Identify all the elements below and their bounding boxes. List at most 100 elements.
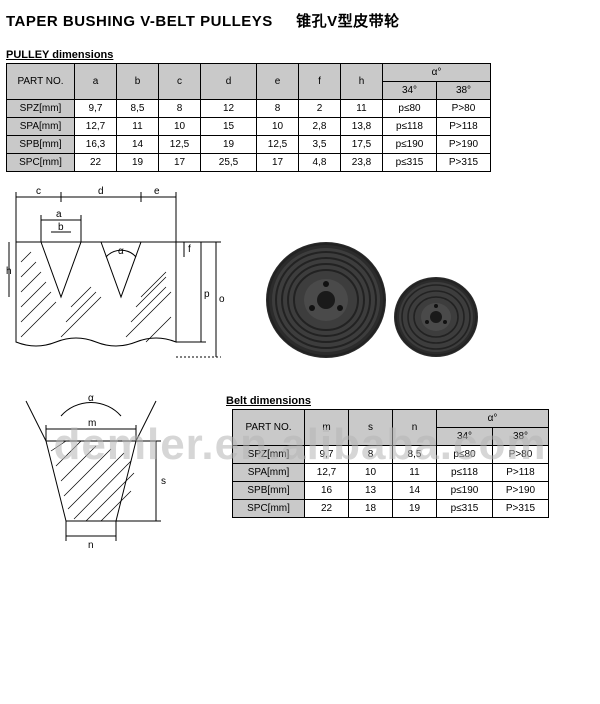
cell: 14 bbox=[393, 482, 437, 500]
table-row: SPC[mm]221819p≤315P>315 bbox=[233, 500, 549, 518]
col-header: d bbox=[201, 64, 257, 100]
col-header: PART NO. bbox=[233, 410, 305, 446]
cell: 2 bbox=[299, 100, 341, 118]
svg-text:s: s bbox=[161, 476, 166, 487]
belt-cross-section-diagram: α m n s bbox=[6, 381, 206, 554]
cell: SPA[mm] bbox=[7, 118, 75, 136]
svg-text:f: f bbox=[188, 244, 191, 255]
alpha-sub: 34° bbox=[437, 428, 493, 446]
title-en: TAPER BUSHING V-BELT PULLEYS bbox=[6, 13, 273, 30]
page-title: TAPER BUSHING V-BELT PULLEYS 锥孔V型皮带轮 bbox=[0, 0, 600, 35]
svg-text:e: e bbox=[154, 186, 160, 197]
cell: 11 bbox=[117, 118, 159, 136]
table-row: SPZ[mm]9,788,5p≤80P>80 bbox=[233, 446, 549, 464]
col-header: e bbox=[257, 64, 299, 100]
cell: p≤80 bbox=[383, 100, 437, 118]
cell: 3,5 bbox=[299, 136, 341, 154]
svg-text:p: p bbox=[204, 289, 210, 300]
cell: SPZ[mm] bbox=[233, 446, 305, 464]
cell: SPB[mm] bbox=[7, 136, 75, 154]
cell: 11 bbox=[341, 100, 383, 118]
cell: 12,7 bbox=[305, 464, 349, 482]
svg-text:b: b bbox=[58, 222, 64, 233]
table-row: SPA[mm]12,71011p≤118P>118 bbox=[233, 464, 549, 482]
pulley-cross-section-diagram: ab cde fh po α bbox=[6, 182, 226, 375]
cell: p≤80 bbox=[437, 446, 493, 464]
cell: 8 bbox=[349, 446, 393, 464]
pulley-section-label: PULLEY dimensions bbox=[0, 35, 600, 63]
table-row: SPB[mm]16,31412,51912,53,517,5p≤190P>190 bbox=[7, 136, 491, 154]
data-table: PART NO.msnα°34°38°SPZ[mm]9,788,5p≤80P>8… bbox=[232, 409, 549, 518]
cell: 9,7 bbox=[305, 446, 349, 464]
col-header: n bbox=[393, 410, 437, 446]
cell: p≤190 bbox=[383, 136, 437, 154]
svg-text:d: d bbox=[98, 186, 104, 197]
cell: 9,7 bbox=[75, 100, 117, 118]
cell: 8 bbox=[257, 100, 299, 118]
belt-section-label: Belt dimensions bbox=[226, 381, 549, 409]
cell: 13,8 bbox=[341, 118, 383, 136]
col-header: m bbox=[305, 410, 349, 446]
svg-text:a: a bbox=[56, 209, 62, 220]
col-header: f bbox=[299, 64, 341, 100]
col-header: s bbox=[349, 410, 393, 446]
cell: P>190 bbox=[493, 482, 549, 500]
cell: P>80 bbox=[437, 100, 491, 118]
pulley-photo bbox=[246, 182, 594, 375]
svg-text:α: α bbox=[88, 393, 94, 404]
cell: 12,5 bbox=[159, 136, 201, 154]
cell: SPC[mm] bbox=[7, 154, 75, 172]
col-header: h bbox=[341, 64, 383, 100]
cell: 2,8 bbox=[299, 118, 341, 136]
cell: SPB[mm] bbox=[233, 482, 305, 500]
table-row: SPZ[mm]9,78,58128211p≤80P>80 bbox=[7, 100, 491, 118]
cell: 19 bbox=[393, 500, 437, 518]
svg-text:n: n bbox=[88, 540, 94, 551]
cell: P>315 bbox=[493, 500, 549, 518]
cell: 17 bbox=[257, 154, 299, 172]
alpha-sub: 34° bbox=[383, 82, 437, 100]
col-header: PART NO. bbox=[7, 64, 75, 100]
svg-text:o: o bbox=[219, 294, 225, 305]
belt-table: PART NO.msnα°34°38°SPZ[mm]9,788,5p≤80P>8… bbox=[226, 409, 549, 518]
table-row: SPB[mm]161314p≤190P>190 bbox=[233, 482, 549, 500]
alpha-header: α° bbox=[383, 64, 491, 82]
cell: SPZ[mm] bbox=[7, 100, 75, 118]
cell: p≤118 bbox=[383, 118, 437, 136]
cell: P>80 bbox=[493, 446, 549, 464]
cell: 8 bbox=[159, 100, 201, 118]
cell: 10 bbox=[159, 118, 201, 136]
cell: 25,5 bbox=[201, 154, 257, 172]
cell: 14 bbox=[117, 136, 159, 154]
cell: 16 bbox=[305, 482, 349, 500]
cell: 12,7 bbox=[75, 118, 117, 136]
cell: p≤315 bbox=[437, 500, 493, 518]
cell: 13 bbox=[349, 482, 393, 500]
col-header: b bbox=[117, 64, 159, 100]
cell: 11 bbox=[393, 464, 437, 482]
col-header: c bbox=[159, 64, 201, 100]
table-row: SPC[mm]22191725,5174,823,8p≤315P>315 bbox=[7, 154, 491, 172]
svg-text:α: α bbox=[118, 246, 124, 257]
cell: 16,3 bbox=[75, 136, 117, 154]
cell: 19 bbox=[201, 136, 257, 154]
table-row: SPA[mm]12,7111015102,813,8p≤118P>118 bbox=[7, 118, 491, 136]
alpha-sub: 38° bbox=[437, 82, 491, 100]
cell: p≤315 bbox=[383, 154, 437, 172]
cell: 8,5 bbox=[117, 100, 159, 118]
cell: 10 bbox=[349, 464, 393, 482]
alpha-header: α° bbox=[437, 410, 549, 428]
cell: P>118 bbox=[493, 464, 549, 482]
cell: 19 bbox=[117, 154, 159, 172]
cell: p≤118 bbox=[437, 464, 493, 482]
svg-text:h: h bbox=[6, 266, 12, 277]
alpha-sub: 38° bbox=[493, 428, 549, 446]
cell: 18 bbox=[349, 500, 393, 518]
svg-text:m: m bbox=[88, 418, 96, 429]
cell: 12 bbox=[201, 100, 257, 118]
cell: P>190 bbox=[437, 136, 491, 154]
cell: 8,5 bbox=[393, 446, 437, 464]
cell: P>315 bbox=[437, 154, 491, 172]
cell: 17,5 bbox=[341, 136, 383, 154]
cell: 4,8 bbox=[299, 154, 341, 172]
